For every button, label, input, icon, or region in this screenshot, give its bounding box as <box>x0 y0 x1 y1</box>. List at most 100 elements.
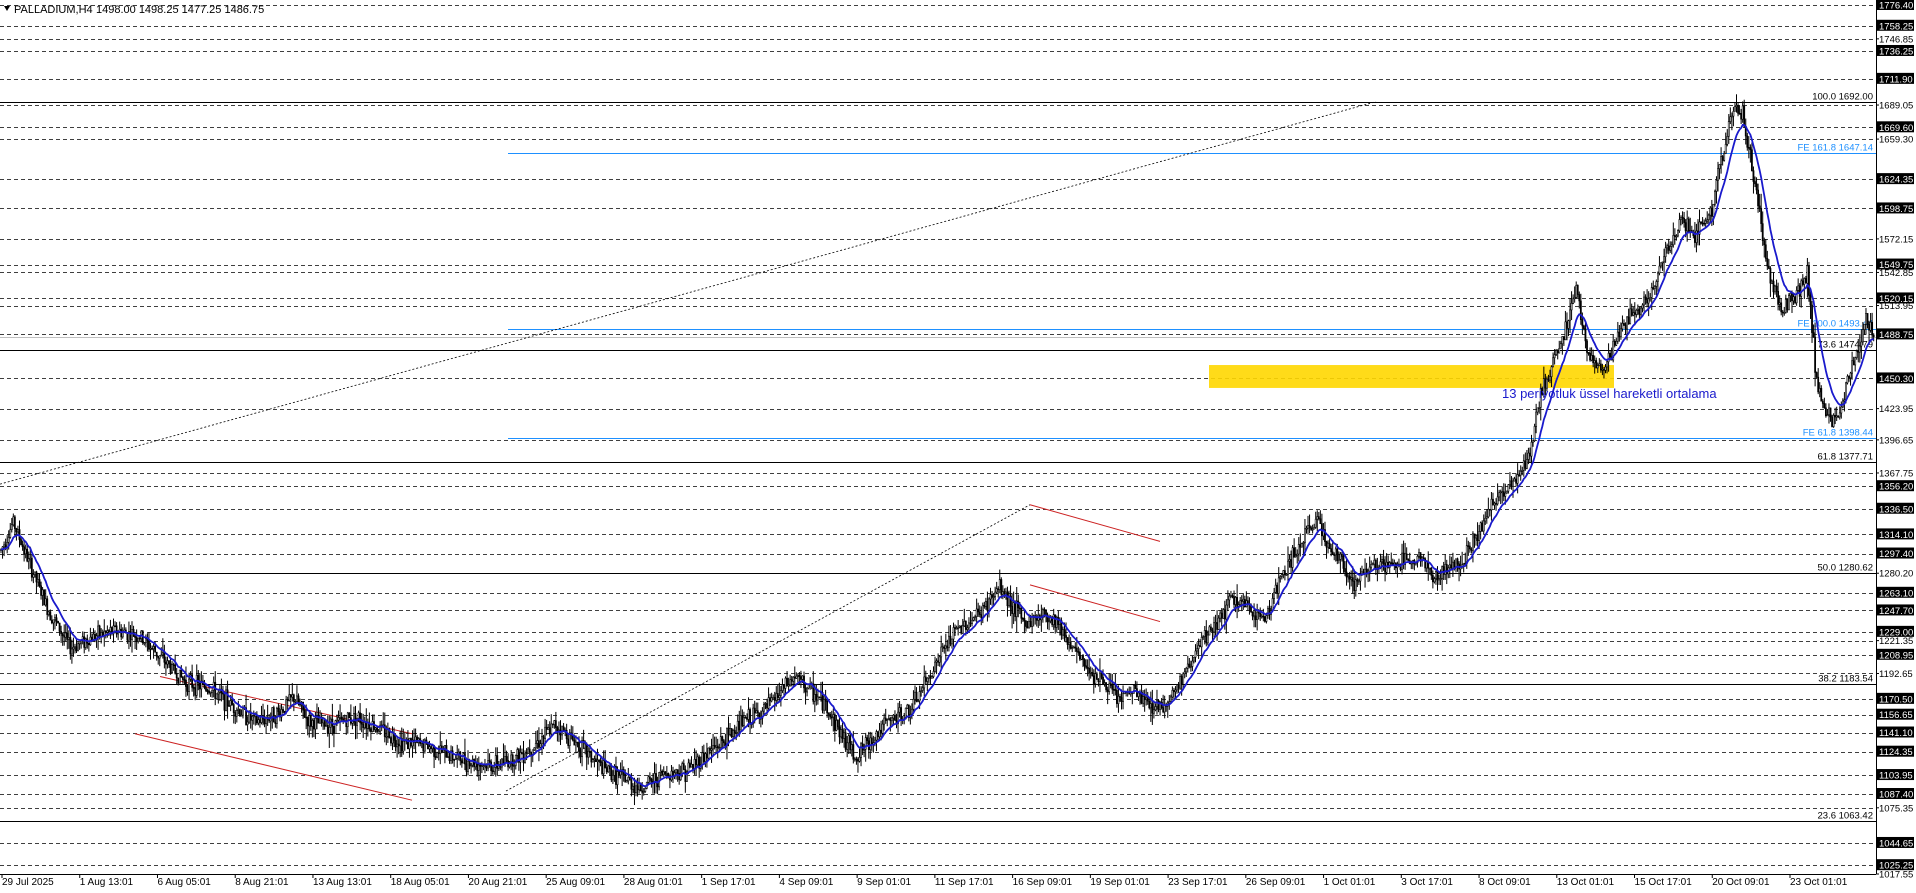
candle-body <box>1672 235 1675 246</box>
candle-body <box>1288 559 1291 562</box>
price-tick-label: 1170.50 <box>1879 694 1913 705</box>
candle-body <box>961 625 964 634</box>
candle-body <box>232 704 235 713</box>
candle-body <box>591 759 594 763</box>
candle-body <box>1871 321 1874 336</box>
candle-body <box>248 711 251 723</box>
candle-body <box>764 703 767 705</box>
candle-body <box>166 660 169 665</box>
time-tick-label: 19 Sep 01:01 <box>1090 877 1150 888</box>
collapse-triangle-icon[interactable] <box>4 6 10 11</box>
candle-body <box>1522 460 1525 471</box>
candle-body <box>223 692 226 711</box>
candle-body <box>1208 626 1211 636</box>
price-tag-box <box>1877 836 1914 848</box>
candle-body <box>946 645 949 649</box>
candle-body <box>1357 580 1360 583</box>
candle-body <box>1102 676 1104 685</box>
candle-body <box>1194 650 1197 658</box>
candle-body <box>1280 574 1283 577</box>
candle-body <box>662 771 665 776</box>
candle-body <box>1220 612 1223 619</box>
candle-body <box>1583 325 1585 329</box>
candle-body <box>1866 313 1869 325</box>
candle-body <box>106 630 109 633</box>
candle-body <box>1732 111 1735 117</box>
candle-body <box>1162 707 1165 713</box>
candle-body <box>305 716 308 719</box>
candle-body <box>1311 528 1314 531</box>
candle-body <box>972 617 975 621</box>
price-tick-label: 1746.85 <box>1879 34 1913 45</box>
candle-body <box>818 696 821 699</box>
price-tag-box <box>1877 502 1914 514</box>
candle-body <box>1677 230 1679 237</box>
candle-body <box>128 631 130 641</box>
candle-body <box>1729 116 1732 122</box>
candle-body <box>735 732 738 734</box>
candle-body <box>755 710 758 714</box>
candle-body <box>1223 609 1226 620</box>
candle-body <box>1431 575 1434 583</box>
candle-body <box>54 617 56 621</box>
candle-body <box>488 760 491 763</box>
candle-body <box>1450 564 1453 569</box>
candle-body <box>1043 609 1046 611</box>
candle-body <box>148 640 150 650</box>
candle-body <box>1592 355 1595 364</box>
candle-body <box>277 707 280 713</box>
candle-body <box>1743 105 1746 127</box>
candle-body <box>1501 491 1504 493</box>
candle-body <box>548 727 551 735</box>
fib-level-label: 100.0 1692.00 <box>1812 92 1873 103</box>
candle-body <box>977 608 980 613</box>
candle-body <box>1230 595 1232 597</box>
candle-body <box>215 693 218 699</box>
candle-body <box>1673 235 1676 237</box>
candle-body <box>647 776 650 783</box>
candle-body <box>695 759 698 766</box>
candle-body <box>1806 265 1809 284</box>
candle-body <box>937 660 940 663</box>
candle-body <box>1546 378 1548 389</box>
price-tick-label: 1221.35 <box>1879 636 1913 647</box>
candle-body <box>171 664 173 673</box>
candle-body <box>696 756 699 766</box>
candle-body <box>362 723 365 728</box>
candle-body <box>1581 319 1584 327</box>
candle-body <box>1652 287 1655 289</box>
candle-body <box>1205 630 1208 644</box>
candle-body <box>1260 615 1263 618</box>
candle-body <box>374 727 377 730</box>
candle-body <box>935 660 938 663</box>
candle-body <box>259 719 261 723</box>
time-tick-label: 20 Oct 09:01 <box>1712 877 1770 888</box>
candle-body <box>1439 578 1442 580</box>
candle-body <box>1760 207 1763 224</box>
candle-body <box>1337 559 1340 561</box>
candle-body <box>1707 214 1710 220</box>
price-tick-label: 1075.35 <box>1879 803 1913 814</box>
candle-body <box>1099 672 1101 682</box>
candle-body <box>938 656 941 663</box>
candle-body <box>107 630 110 632</box>
candle-body <box>460 760 463 764</box>
candle-body <box>46 598 49 615</box>
candle-body <box>974 616 977 618</box>
candle-body <box>528 748 531 753</box>
candle-body <box>467 760 469 772</box>
candle-body <box>1737 105 1739 114</box>
candle-body <box>1851 360 1854 374</box>
symbol-label: PALLADIUM,H4 <box>14 4 93 16</box>
candle-body <box>638 783 640 791</box>
candle-body <box>1820 388 1823 402</box>
candle-body <box>1435 571 1437 579</box>
candle-body <box>359 712 362 723</box>
candle-body <box>1476 535 1479 541</box>
candle-body <box>906 704 909 709</box>
candle-body <box>553 720 556 725</box>
candle-body <box>832 714 835 718</box>
candle-body <box>1145 697 1148 700</box>
